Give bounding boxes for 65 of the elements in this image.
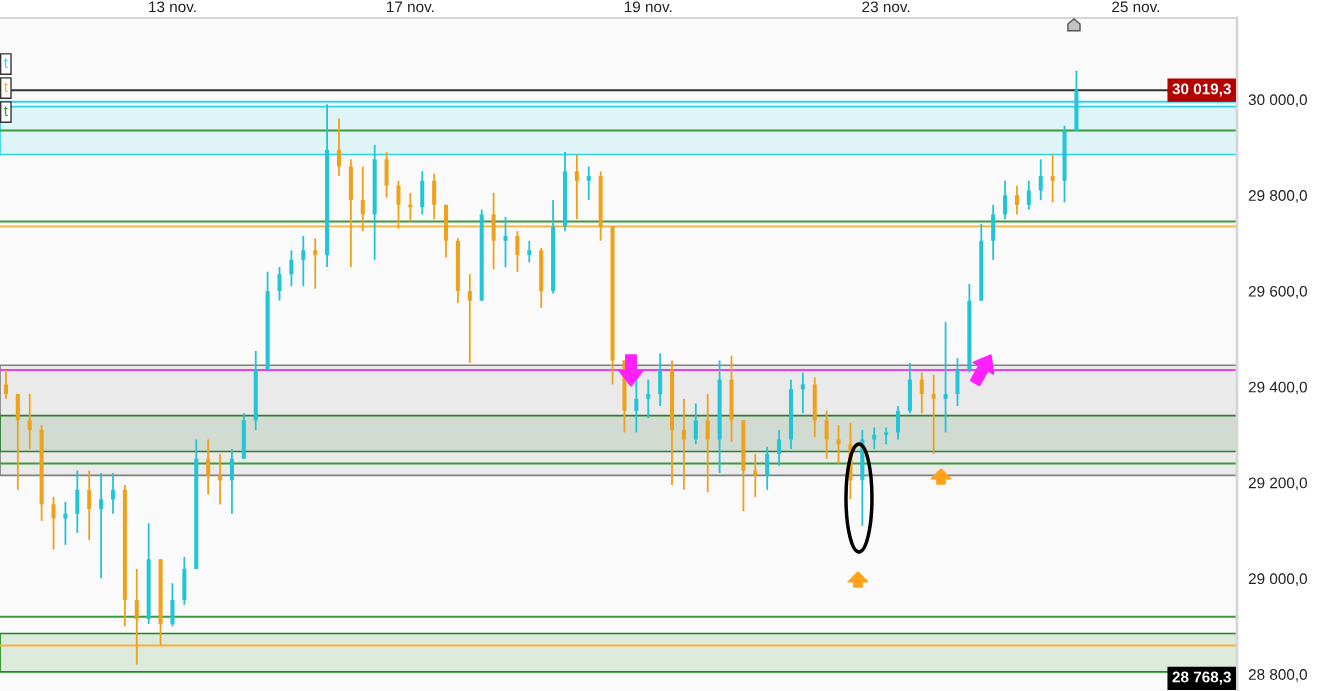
candlestick — [99, 472, 104, 580]
candlestick — [51, 496, 56, 551]
candlestick — [658, 352, 663, 407]
x-tick-label: 23 nov. — [862, 1, 910, 13]
candlestick — [110, 472, 116, 515]
y-tick-label: 28 800,0 — [1248, 669, 1307, 682]
candlestick — [1026, 179, 1031, 211]
candlestick — [765, 445, 770, 491]
candlestick — [693, 402, 698, 446]
ref-line-label: t — [3, 82, 8, 93]
candlestick — [87, 469, 92, 542]
annotation: 30 019,3 — [1172, 83, 1231, 97]
candlestick — [206, 438, 211, 496]
y-tick-label: 29 600,0 — [1248, 285, 1307, 299]
candlestick — [218, 452, 223, 506]
candlestick — [63, 500, 68, 546]
candlestick — [646, 378, 651, 419]
candlestick — [277, 266, 282, 302]
y-tick-label: 29 400,0 — [1248, 381, 1307, 395]
candlestick — [634, 378, 639, 434]
candlestick — [396, 179, 401, 230]
x-tick-label: 13 nov. — [149, 1, 196, 13]
candlestick — [515, 230, 520, 273]
candlestick — [301, 235, 306, 288]
candlestick — [681, 397, 686, 491]
ref-line-label: t — [3, 58, 8, 69]
candlestick — [943, 321, 948, 434]
candlestick — [955, 357, 960, 407]
y-tick-label: 29 800,0 — [1248, 190, 1307, 203]
candlestick — [134, 567, 139, 666]
candlestick — [527, 239, 532, 264]
candlestick — [229, 448, 234, 515]
candlestick — [824, 409, 829, 460]
x-tick-label: 19 nov. — [624, 1, 672, 13]
candlestick — [1003, 179, 1008, 221]
ref-line-label: t — [3, 106, 8, 117]
candlestick — [75, 469, 80, 534]
candlestick — [289, 249, 294, 288]
candlestick — [895, 405, 901, 441]
candlestick — [432, 172, 437, 221]
candlestick — [931, 373, 936, 455]
y-tick-label: 29 200,0 — [1248, 477, 1307, 491]
candlestick — [574, 153, 579, 221]
candlestick — [800, 371, 805, 415]
candlestick — [170, 582, 175, 628]
candlestick — [1050, 153, 1055, 204]
candlestick — [313, 237, 318, 290]
candlestick — [777, 429, 782, 467]
candlestick — [1038, 158, 1043, 201]
y-tick-label: 30 000,0 — [1248, 94, 1307, 107]
candlestick — [467, 273, 472, 364]
candlestick — [872, 426, 877, 451]
candlestick — [919, 371, 924, 415]
candlestick — [336, 117, 342, 177]
y-tick-label: 29 000,0 — [1248, 573, 1307, 586]
candlestick — [503, 215, 508, 268]
candlestick — [586, 165, 591, 201]
candlestick — [3, 369, 8, 400]
annotation: 28 768,3 — [1172, 671, 1231, 685]
x-tick-label: 25 nov. — [1112, 1, 1159, 13]
candlestick — [360, 165, 365, 233]
candlestick — [27, 393, 32, 451]
x-tick-label: 17 nov. — [387, 1, 434, 13]
candlestick — [705, 393, 710, 494]
candlestick — [1014, 184, 1019, 216]
